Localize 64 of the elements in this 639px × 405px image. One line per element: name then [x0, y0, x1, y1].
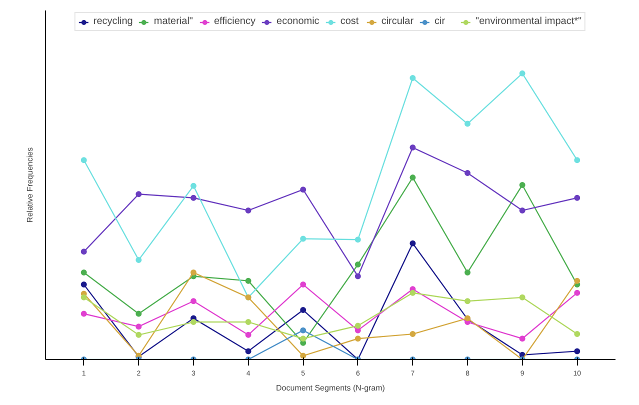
point: [410, 174, 416, 181]
point: [190, 319, 196, 326]
legend-label: cir: [434, 16, 446, 27]
point: [190, 182, 196, 189]
point: [80, 282, 87, 288]
point: [300, 186, 306, 193]
point: [410, 144, 416, 151]
point: [300, 236, 306, 242]
point: [190, 270, 196, 276]
point: [519, 182, 526, 188]
point: [300, 352, 306, 359]
point: [410, 290, 416, 296]
point: [574, 278, 580, 284]
point: [354, 336, 361, 342]
point: [410, 331, 416, 338]
point: [136, 310, 142, 317]
point: [190, 298, 196, 304]
legend-label: material": [154, 16, 193, 27]
point: [80, 294, 87, 300]
point: [80, 157, 87, 164]
x-axis-title: Document Segments (N-gram): [276, 384, 386, 392]
point: [300, 336, 306, 342]
point: [519, 336, 526, 342]
point: [80, 310, 87, 317]
legend-label: economic: [276, 16, 320, 27]
point: [574, 348, 580, 354]
point: [245, 278, 252, 284]
point: [80, 270, 87, 276]
point: [300, 307, 306, 314]
legend-label: recycling: [93, 16, 133, 27]
point: [464, 170, 471, 176]
point: [574, 331, 580, 338]
point: [190, 194, 196, 201]
point: [519, 70, 526, 76]
point: [410, 240, 416, 246]
legend-label: cost: [340, 16, 360, 27]
point: [464, 270, 471, 276]
point: [574, 290, 580, 296]
point: [245, 332, 252, 338]
point: [300, 282, 306, 288]
point: [136, 332, 142, 338]
point: [519, 294, 526, 300]
point: [136, 256, 142, 263]
point: [354, 262, 361, 268]
point: [136, 191, 142, 198]
point: [80, 248, 87, 255]
point: [245, 319, 252, 326]
point: [410, 75, 416, 82]
point: [574, 194, 580, 201]
point: [245, 207, 252, 214]
legend-label: circular: [381, 16, 414, 27]
legend-label: efficiency: [214, 16, 256, 27]
legend-label: "environmental impact*": [476, 16, 582, 27]
point: [300, 327, 306, 334]
point: [574, 157, 580, 164]
point: [136, 324, 142, 330]
point: [245, 348, 252, 354]
point: [464, 298, 471, 304]
point: [354, 273, 361, 280]
point: [519, 207, 526, 214]
point: [464, 120, 471, 127]
point: [354, 322, 361, 329]
y-axis-title: Relative Frequencies: [26, 147, 34, 223]
point: [354, 236, 361, 243]
